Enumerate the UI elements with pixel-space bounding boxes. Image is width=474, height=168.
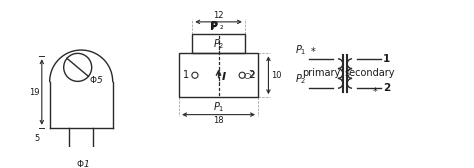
- Text: ○2: ○2: [244, 71, 256, 80]
- Text: P2: P2: [219, 33, 221, 34]
- Text: $P_2$: $P_2$: [295, 73, 307, 87]
- Text: $\Phi$1: $\Phi$1: [76, 158, 90, 168]
- Text: 10: 10: [271, 71, 282, 80]
- Text: 2: 2: [383, 83, 391, 93]
- Text: ₂: ₂: [219, 23, 223, 31]
- Text: 2: 2: [248, 70, 255, 80]
- Text: 1: 1: [182, 70, 189, 80]
- Text: $\Phi$5: $\Phi$5: [89, 74, 103, 85]
- Text: P: P: [210, 22, 218, 31]
- Text: 19: 19: [29, 88, 39, 97]
- Bar: [192, 34, 245, 53]
- Text: I: I: [222, 72, 226, 82]
- Text: P: P: [210, 22, 218, 32]
- Text: secondary: secondary: [344, 69, 394, 78]
- Text: *: *: [373, 87, 378, 97]
- Bar: [179, 53, 258, 97]
- Text: *: *: [310, 47, 315, 57]
- Text: $P_2$: $P_2$: [213, 37, 224, 51]
- Text: 1: 1: [383, 54, 391, 64]
- Text: primary: primary: [301, 69, 340, 78]
- Text: $P_1$: $P_1$: [295, 43, 307, 57]
- Text: 5: 5: [34, 134, 39, 143]
- Text: 12: 12: [213, 11, 224, 20]
- Text: 18: 18: [213, 116, 224, 125]
- Text: $P_1$: $P_1$: [213, 100, 224, 114]
